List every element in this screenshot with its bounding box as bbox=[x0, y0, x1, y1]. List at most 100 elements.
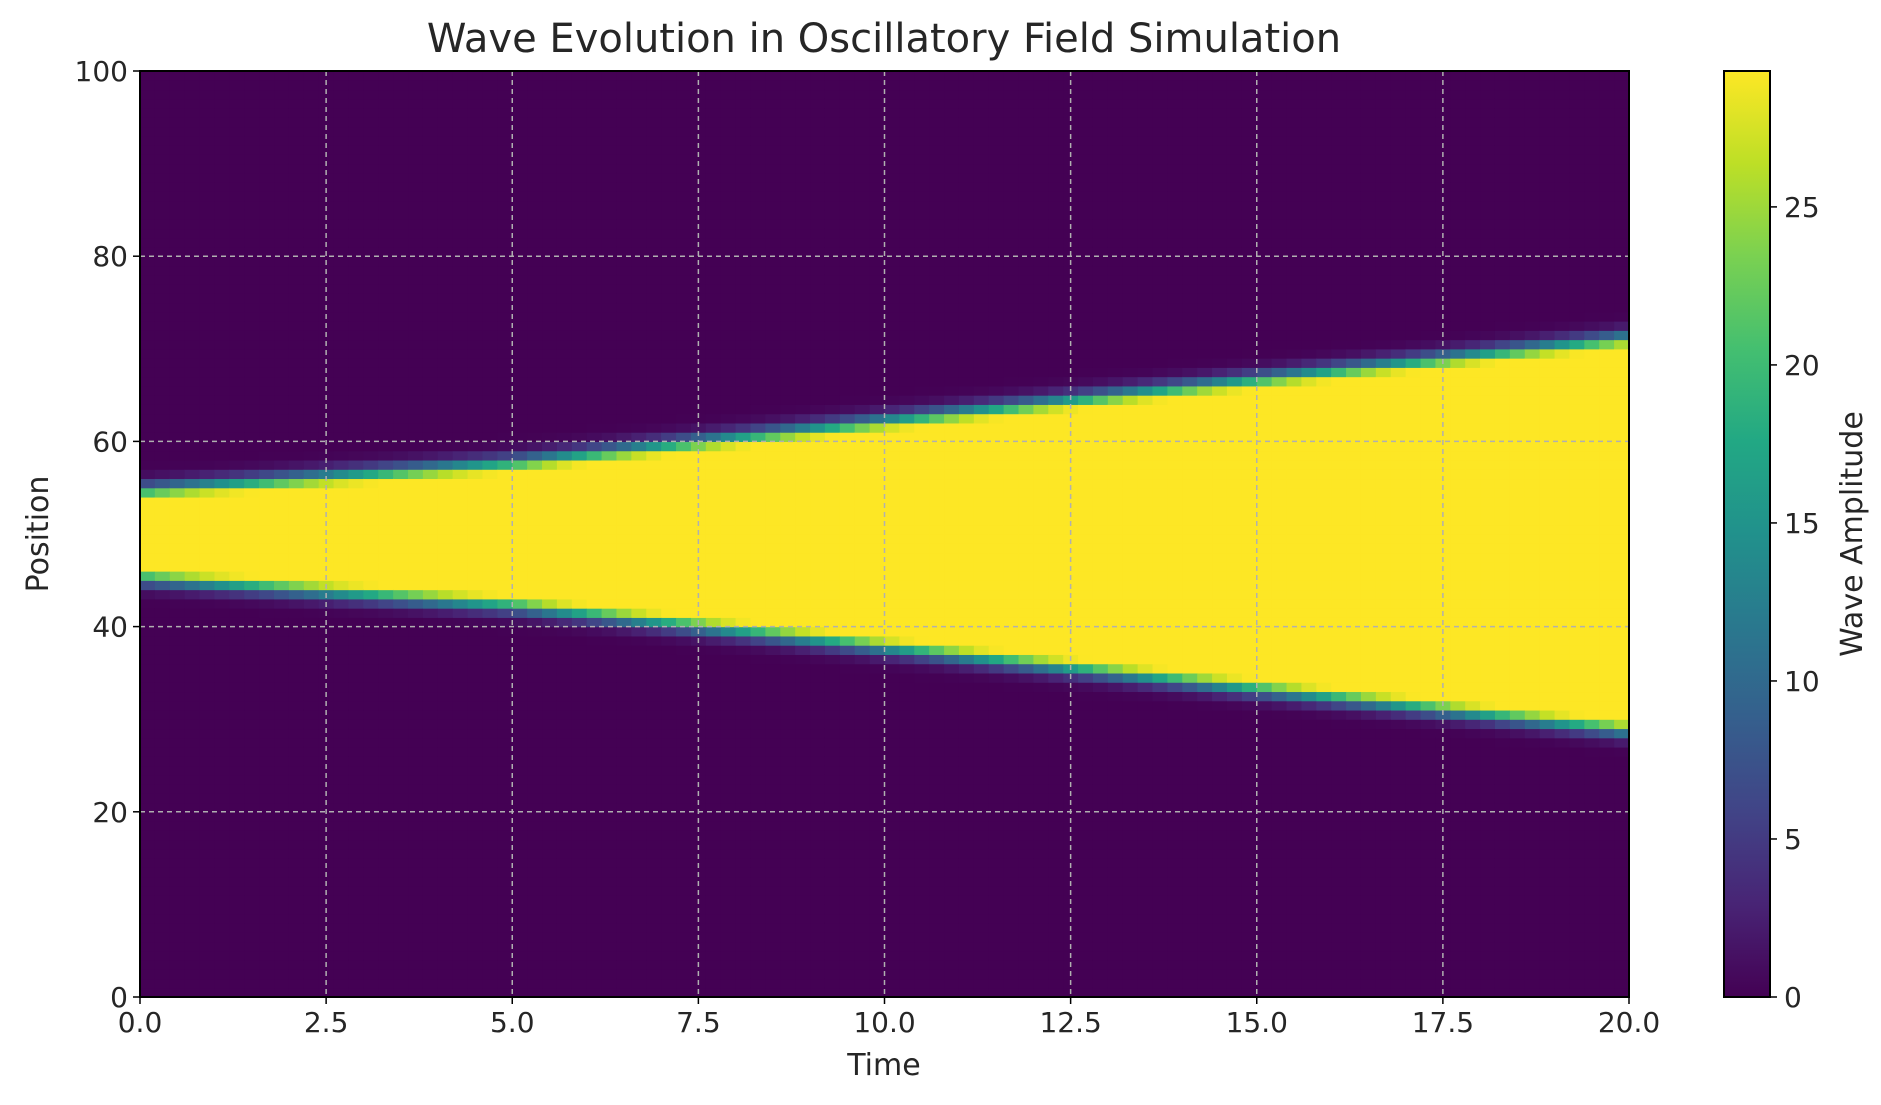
heatmap-cell bbox=[586, 469, 603, 480]
heatmap-cell bbox=[527, 848, 543, 859]
heatmap-cell bbox=[765, 756, 781, 767]
heatmap-cell bbox=[244, 367, 260, 378]
heatmap-cell bbox=[497, 598, 513, 609]
heatmap-cell bbox=[199, 774, 216, 785]
heatmap-cell bbox=[631, 515, 647, 526]
heatmap-cell bbox=[274, 478, 290, 489]
heatmap-cell bbox=[482, 895, 498, 905]
heatmap-cell bbox=[408, 89, 424, 100]
heatmap-cell bbox=[735, 709, 752, 720]
heatmap-cell bbox=[497, 885, 513, 896]
heatmap-cell bbox=[303, 654, 320, 665]
heatmap-cell bbox=[869, 496, 886, 507]
heatmap-cell bbox=[199, 719, 216, 730]
heatmap-cell bbox=[556, 608, 573, 618]
heatmap-cell bbox=[303, 98, 320, 109]
heatmap-cell bbox=[676, 959, 692, 970]
heatmap-cell bbox=[705, 756, 722, 767]
heatmap-cell bbox=[452, 450, 469, 461]
heatmap-cell bbox=[631, 848, 647, 859]
heatmap-cell bbox=[824, 645, 841, 655]
heatmap-cell bbox=[631, 496, 647, 507]
heatmap-cell bbox=[586, 487, 603, 498]
heatmap-cell bbox=[631, 321, 647, 331]
heatmap-cell bbox=[437, 413, 454, 424]
heatmap-cell bbox=[288, 496, 305, 507]
heatmap-cell bbox=[169, 432, 186, 442]
heatmap-cell bbox=[244, 459, 260, 470]
heatmap-cell bbox=[378, 756, 394, 767]
heatmap-cell bbox=[512, 265, 528, 276]
heatmap-cell bbox=[437, 746, 454, 757]
heatmap-cell bbox=[169, 376, 186, 387]
heatmap-cell bbox=[839, 163, 856, 174]
heatmap-cell bbox=[184, 746, 201, 757]
heatmap-cell bbox=[854, 478, 871, 489]
heatmap-cell bbox=[154, 941, 171, 952]
heatmap-cell bbox=[750, 496, 766, 507]
heatmap-cell bbox=[154, 774, 171, 785]
heatmap-cell bbox=[437, 904, 454, 915]
heatmap-cell bbox=[750, 682, 766, 693]
heatmap-cell bbox=[363, 385, 379, 396]
heatmap-cell bbox=[631, 302, 647, 313]
heatmap-cell bbox=[810, 672, 826, 683]
heatmap-cell bbox=[408, 237, 424, 248]
heatmap-cell bbox=[571, 330, 588, 341]
heatmap-cell bbox=[512, 311, 528, 322]
heatmap-cell bbox=[676, 339, 692, 350]
heatmap-cell bbox=[601, 441, 618, 452]
heatmap-cell bbox=[780, 219, 796, 230]
heatmap-cell bbox=[795, 172, 811, 183]
heatmap-cell bbox=[318, 848, 335, 859]
heatmap-cell bbox=[616, 700, 632, 711]
heatmap-cell bbox=[452, 691, 469, 702]
heatmap-cell bbox=[437, 672, 454, 683]
heatmap-cell bbox=[676, 654, 692, 665]
heatmap-cell bbox=[705, 672, 722, 683]
heatmap-cell bbox=[140, 524, 156, 535]
heatmap-cell bbox=[661, 811, 677, 822]
heatmap-cell bbox=[437, 358, 454, 368]
heatmap-cell bbox=[512, 635, 528, 646]
heatmap-cell bbox=[571, 635, 588, 646]
heatmap-cell bbox=[720, 283, 737, 294]
heatmap-cell bbox=[616, 182, 632, 192]
heatmap-cell bbox=[244, 283, 260, 294]
heatmap-cell bbox=[408, 737, 424, 748]
heatmap-cell bbox=[556, 358, 573, 368]
heatmap-cell bbox=[586, 395, 603, 405]
heatmap-cell bbox=[214, 395, 230, 405]
heatmap-cell bbox=[140, 98, 156, 109]
heatmap-cell bbox=[542, 459, 558, 470]
heatmap-cell bbox=[467, 654, 484, 665]
heatmap-cell bbox=[452, 191, 469, 202]
heatmap-cell bbox=[288, 182, 305, 192]
heatmap-cell bbox=[824, 784, 841, 794]
heatmap-cell bbox=[735, 534, 752, 544]
heatmap-cell bbox=[601, 98, 618, 109]
heatmap-cell bbox=[214, 811, 230, 822]
heatmap-cell bbox=[512, 552, 528, 563]
heatmap-cell bbox=[527, 617, 543, 628]
heatmap-cell bbox=[467, 793, 484, 804]
heatmap-cell bbox=[795, 163, 811, 174]
heatmap-cell bbox=[586, 534, 603, 544]
heatmap-cell bbox=[556, 737, 573, 748]
heatmap-cell bbox=[720, 256, 737, 267]
heatmap-cell bbox=[467, 978, 484, 989]
heatmap-cell bbox=[542, 987, 558, 998]
heatmap-cell bbox=[482, 209, 498, 220]
heatmap-cell bbox=[363, 487, 379, 498]
heatmap-cell bbox=[244, 969, 260, 980]
heatmap-cell bbox=[527, 450, 543, 461]
heatmap-cell bbox=[527, 719, 543, 730]
heatmap-cell bbox=[824, 885, 841, 896]
heatmap-cell bbox=[244, 506, 260, 517]
heatmap-cell bbox=[274, 413, 290, 424]
heatmap-cell bbox=[154, 543, 171, 554]
heatmap-cell bbox=[467, 496, 484, 507]
heatmap-cell bbox=[244, 348, 260, 359]
heatmap-cell bbox=[333, 737, 350, 748]
heatmap-cell bbox=[452, 552, 469, 563]
